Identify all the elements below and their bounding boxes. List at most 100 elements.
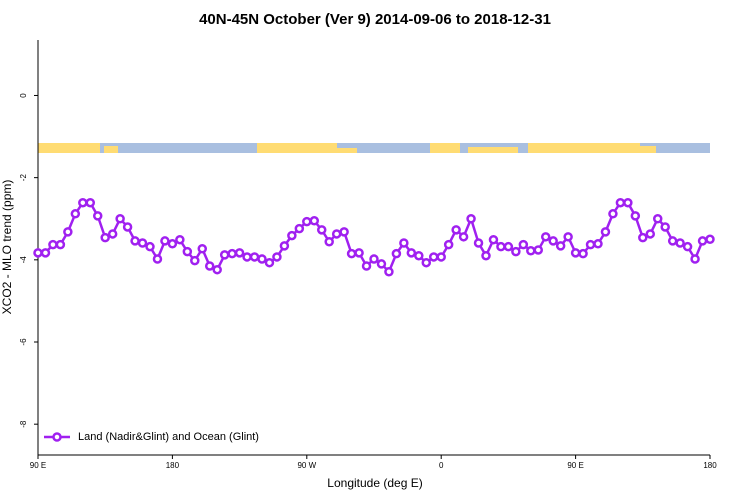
data-point (257, 254, 267, 264)
data-point (563, 232, 573, 242)
data-point (369, 254, 379, 264)
y-tick-label: -2 (19, 174, 28, 182)
land (468, 147, 518, 153)
data-point (555, 241, 566, 251)
data-point (406, 248, 417, 258)
land (104, 146, 118, 153)
land (640, 146, 656, 153)
x-axis-label: Longitude (deg E) (327, 476, 422, 490)
data-point (115, 213, 125, 224)
data-point (645, 229, 656, 239)
data-point (548, 236, 558, 246)
data-point (227, 248, 237, 259)
data-point (615, 197, 626, 208)
x-tick-label: 180 (166, 461, 180, 470)
data-point (399, 238, 409, 248)
land-ocean-band (38, 143, 710, 153)
data-point (421, 257, 432, 268)
data-point (526, 246, 536, 256)
data-point (697, 236, 708, 246)
data-point (570, 248, 581, 258)
data-point (160, 236, 170, 246)
x-tick-label: 0 (439, 461, 444, 470)
land (430, 143, 460, 153)
data-point (242, 252, 252, 262)
data-point (705, 234, 715, 245)
data-point (623, 197, 633, 208)
data-point (309, 216, 320, 226)
land (257, 143, 337, 153)
x-tick-label: 90 E (567, 461, 583, 470)
data-point (70, 209, 81, 219)
data-point (511, 246, 521, 257)
data-point (85, 197, 96, 208)
data-point (376, 259, 387, 269)
data-point (302, 216, 312, 227)
data-point (638, 232, 648, 243)
y-tick-label: -8 (19, 420, 28, 428)
x-tick-label: 180 (703, 461, 717, 470)
data-point (667, 236, 678, 246)
data-point (40, 248, 51, 258)
data-point (287, 230, 297, 241)
data-point (48, 239, 58, 250)
data-point (481, 250, 491, 261)
data-point (660, 222, 670, 232)
data-point (675, 238, 685, 248)
legend-marker (52, 432, 62, 442)
data-point (600, 227, 611, 237)
y-axis-label: XCO2 - MLO trend (ppm) (0, 180, 14, 315)
data-point (391, 248, 402, 259)
data-point (488, 234, 499, 245)
data-point (78, 197, 88, 208)
data-point (630, 211, 641, 221)
data-point (279, 241, 290, 251)
data-point (533, 245, 544, 255)
data-point (466, 213, 476, 224)
data-point (175, 234, 185, 245)
data-point (608, 209, 618, 219)
legend-label: Land (Nadir&Glint) and Ocean (Glint) (78, 431, 259, 443)
land (38, 143, 100, 153)
data-point (652, 213, 663, 224)
data-point (197, 243, 208, 254)
data-point (190, 255, 200, 266)
data-point (354, 248, 364, 258)
y-tick-label: -6 (19, 338, 28, 346)
data-point (682, 241, 693, 252)
data-point (122, 222, 133, 232)
data-point (294, 223, 305, 234)
data-point (331, 229, 342, 239)
data-point (518, 239, 529, 250)
data-point (496, 241, 506, 252)
data-point (414, 250, 424, 261)
x-tick-label: 90 E (30, 461, 46, 470)
data-point (436, 252, 446, 262)
data-point (212, 264, 222, 275)
data-point (346, 248, 357, 259)
chart-title: 40N-45N October (Ver 9) 2014-09-06 to 20… (199, 11, 551, 28)
data-point (585, 239, 596, 250)
data-point (219, 250, 230, 260)
y-tick-label: -4 (19, 256, 28, 264)
y-tick-label: 0 (19, 93, 28, 98)
data-point (100, 232, 110, 243)
land (528, 143, 640, 153)
data-point (145, 241, 155, 252)
data-point (503, 241, 514, 252)
data-point (204, 261, 215, 271)
data-point (451, 225, 461, 235)
data-point (264, 257, 275, 268)
data-point (428, 252, 439, 262)
data-point (249, 252, 260, 262)
data-point (473, 238, 484, 248)
data-point (107, 229, 118, 239)
data-point (540, 232, 551, 242)
data-point (33, 248, 43, 258)
land (337, 148, 357, 153)
data-point (316, 225, 327, 235)
data-point (690, 254, 700, 264)
data-point (63, 227, 73, 237)
data-point (167, 239, 178, 249)
data-point (361, 261, 372, 271)
